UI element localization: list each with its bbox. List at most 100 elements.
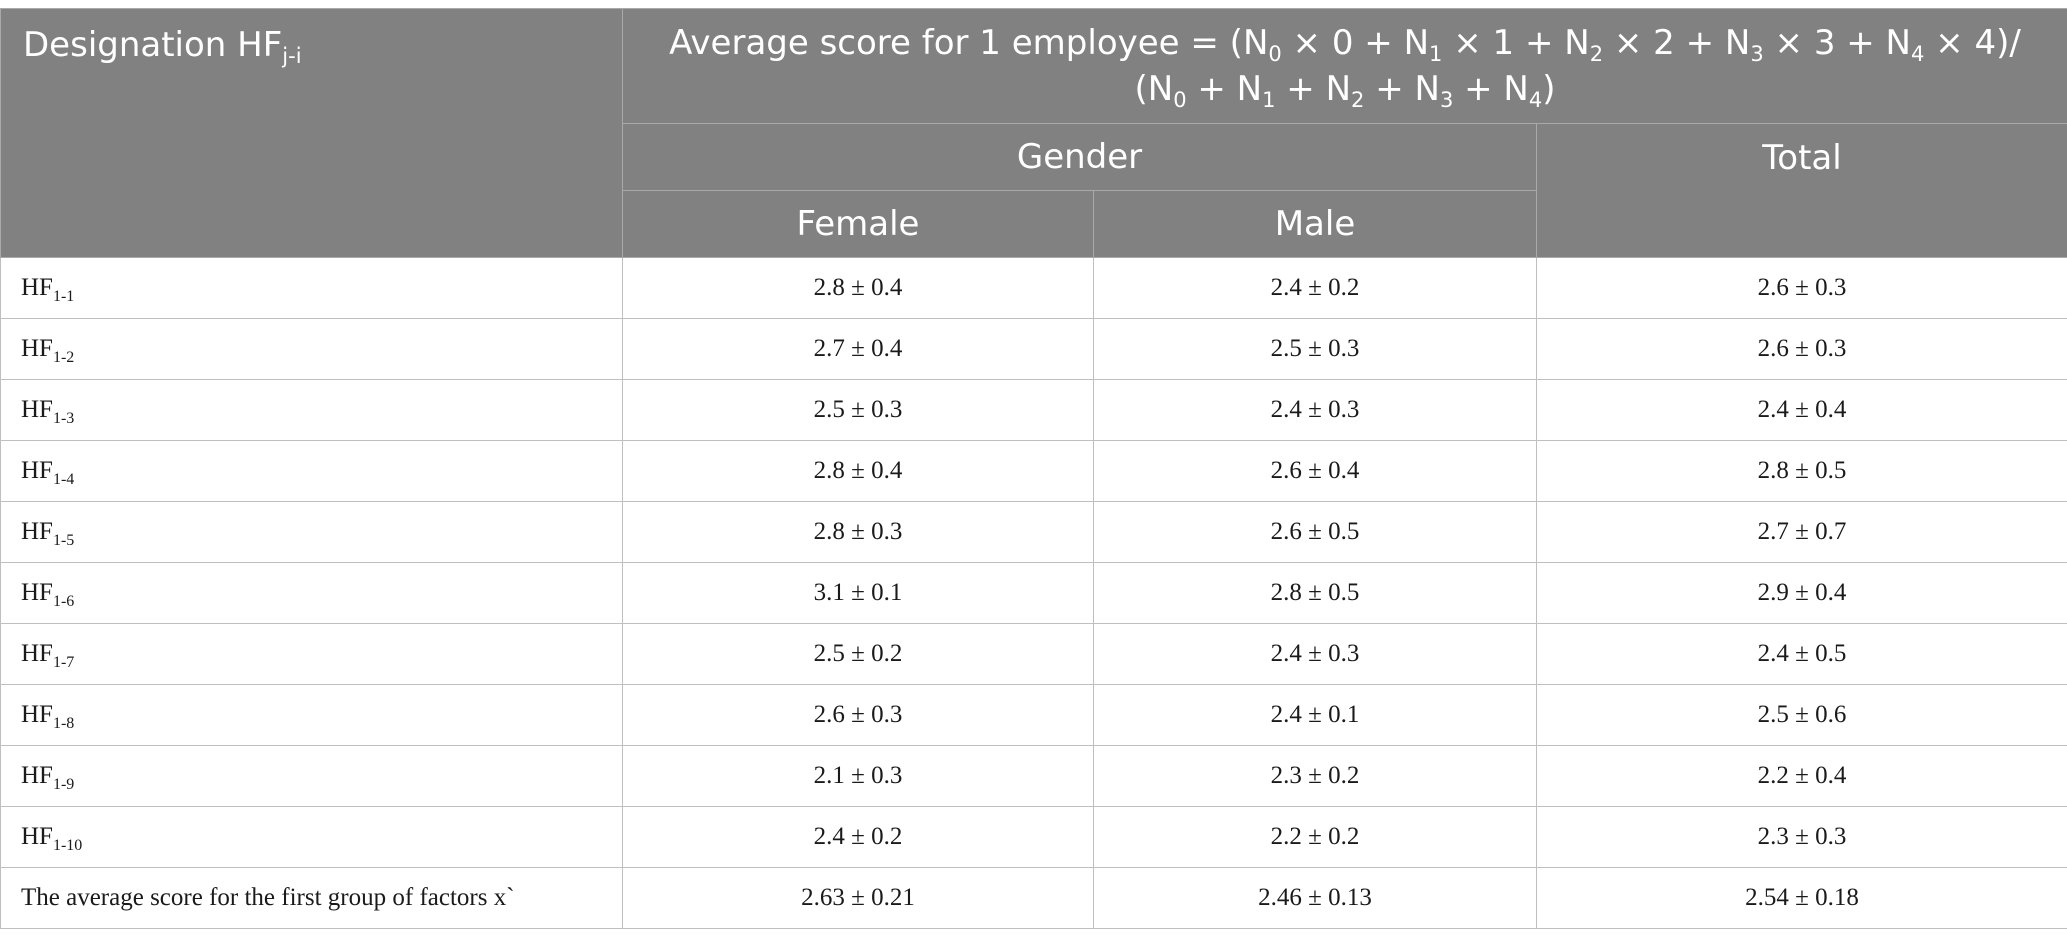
female-cell: 2.7 ± 0.4 bbox=[622, 318, 1094, 380]
table-row: HF1-7 2.5 ± 0.2 2.4 ± 0.3 2.4 ± 0.5 bbox=[0, 623, 2067, 685]
male-cell: 2.4 ± 0.1 bbox=[1093, 684, 1537, 746]
table-row: HF1-1 2.8 ± 0.4 2.4 ± 0.2 2.6 ± 0.3 bbox=[0, 257, 2067, 319]
table-row: HF1-4 2.8 ± 0.4 2.6 ± 0.4 2.8 ± 0.5 bbox=[0, 440, 2067, 502]
row-designation: HF1-2 bbox=[0, 318, 623, 380]
formula-text: Average score for 1 employee = (N bbox=[669, 23, 1269, 63]
row-subscript: 1-8 bbox=[52, 715, 75, 732]
row-label: HF bbox=[21, 823, 53, 850]
formula-text: × 2 + N bbox=[1603, 23, 1751, 63]
formula-header: Average score for 1 employee = (N0 × 0 +… bbox=[621, 8, 2067, 124]
formula-text: ) bbox=[1542, 69, 1556, 109]
formula-text: × 1 + N bbox=[1442, 23, 1590, 63]
formula-subscript: 0 bbox=[1173, 88, 1187, 112]
row-subscript: 1-3 bbox=[52, 410, 75, 427]
table-body: HF1-1 2.8 ± 0.4 2.4 ± 0.2 2.6 ± 0.3 HF1-… bbox=[0, 257, 2067, 929]
row-designation: HF1-4 bbox=[0, 440, 623, 502]
total-cell: 2.9 ± 0.4 bbox=[1535, 562, 2067, 624]
formula-line-2: (N0 + N1 + N2 + N3 + N4) bbox=[623, 68, 2067, 114]
row-designation: HF1-10 bbox=[0, 806, 623, 868]
table-row: HF1-8 2.6 ± 0.3 2.4 ± 0.1 2.5 ± 0.6 bbox=[0, 684, 2067, 746]
total-cell: 2.4 ± 0.5 bbox=[1535, 623, 2067, 685]
row-label: HF bbox=[21, 640, 53, 667]
table-row: HF1-6 3.1 ± 0.1 2.8 ± 0.5 2.9 ± 0.4 bbox=[0, 562, 2067, 624]
total-cell: 2.2 ± 0.4 bbox=[1535, 745, 2067, 807]
summary-male-cell: 2.46 ± 0.13 bbox=[1093, 867, 1537, 929]
row-designation: HF1-3 bbox=[0, 379, 623, 441]
male-header: Male bbox=[1093, 190, 1537, 258]
female-cell: 2.8 ± 0.3 bbox=[622, 501, 1094, 563]
row-label: HF bbox=[21, 579, 53, 606]
formula-text: × 4)/ bbox=[1924, 23, 2021, 63]
male-cell: 2.6 ± 0.5 bbox=[1093, 501, 1537, 563]
designation-header: Designation HFj-i bbox=[0, 8, 623, 258]
gender-header: Gender bbox=[622, 123, 1537, 191]
table-row: HF1-9 2.1 ± 0.3 2.3 ± 0.2 2.2 ± 0.4 bbox=[0, 745, 2067, 807]
table-row: HF1-3 2.5 ± 0.3 2.4 ± 0.3 2.4 ± 0.4 bbox=[0, 379, 2067, 441]
row-subscript: 1-1 bbox=[52, 288, 75, 305]
formula-subscript: 4 bbox=[1911, 42, 1925, 66]
formula-subscript: 4 bbox=[1528, 88, 1543, 112]
formula-subscript: 2 bbox=[1589, 42, 1604, 66]
row-subscript: 1-2 bbox=[52, 349, 75, 366]
formula-text: + N bbox=[1186, 69, 1263, 109]
row-label: HF bbox=[21, 762, 53, 789]
female-cell: 3.1 ± 0.1 bbox=[622, 562, 1094, 624]
formula-subscript: 2 bbox=[1351, 88, 1365, 112]
table-row: HF1-2 2.7 ± 0.4 2.5 ± 0.3 2.6 ± 0.3 bbox=[0, 318, 2067, 380]
summary-female-cell: 2.63 ± 0.21 bbox=[622, 867, 1094, 929]
summary-total-cell: 2.54 ± 0.18 bbox=[1535, 867, 2067, 929]
row-designation: HF1-9 bbox=[0, 745, 623, 807]
total-cell: 2.8 ± 0.5 bbox=[1535, 440, 2067, 502]
female-cell: 2.5 ± 0.2 bbox=[622, 623, 1094, 685]
row-label: HF bbox=[21, 701, 53, 728]
total-cell: 2.6 ± 0.3 bbox=[1535, 257, 2067, 319]
male-cell: 2.6 ± 0.4 bbox=[1093, 440, 1537, 502]
female-cell: 2.8 ± 0.4 bbox=[622, 440, 1094, 502]
female-cell: 2.6 ± 0.3 bbox=[622, 684, 1094, 746]
formula-subscript: 0 bbox=[1268, 42, 1282, 66]
total-cell: 2.4 ± 0.4 bbox=[1535, 379, 2067, 441]
row-designation: HF1-8 bbox=[0, 684, 623, 746]
female-cell: 2.4 ± 0.2 bbox=[622, 806, 1094, 868]
total-header: Total bbox=[1535, 123, 2067, 258]
row-subscript: 1-6 bbox=[52, 593, 75, 610]
row-designation: HF1-5 bbox=[0, 501, 623, 563]
formula-text: × 3 + N bbox=[1763, 23, 1911, 63]
row-subscript: 1-4 bbox=[52, 471, 75, 488]
male-cell: 2.4 ± 0.2 bbox=[1093, 257, 1537, 319]
formula-subscript: 3 bbox=[1750, 42, 1764, 66]
total-cell: 2.5 ± 0.6 bbox=[1535, 684, 2067, 746]
formula-text: + N bbox=[1453, 69, 1529, 109]
row-subscript: 1-9 bbox=[52, 776, 75, 793]
row-designation: HF1-7 bbox=[0, 623, 623, 685]
male-cell: 2.3 ± 0.2 bbox=[1093, 745, 1537, 807]
row-subscript: 1-7 bbox=[52, 654, 75, 671]
male-cell: 2.5 ± 0.3 bbox=[1093, 318, 1537, 380]
male-cell: 2.4 ± 0.3 bbox=[1093, 379, 1537, 441]
row-designation: HF1-1 bbox=[0, 257, 623, 319]
table-header: Designation HFj-i Average score for 1 em… bbox=[0, 8, 2067, 258]
female-cell: 2.5 ± 0.3 bbox=[622, 379, 1094, 441]
male-cell: 2.8 ± 0.5 bbox=[1093, 562, 1537, 624]
total-cell: 2.7 ± 0.7 bbox=[1535, 501, 2067, 563]
row-label: HF bbox=[21, 335, 53, 362]
row-designation: HF1-6 bbox=[0, 562, 623, 624]
row-subscript: 1-5 bbox=[52, 532, 75, 549]
formula-subscript: 3 bbox=[1439, 88, 1454, 112]
summary-row: The average score for the first group of… bbox=[0, 867, 2067, 929]
table-row: HF1-10 2.4 ± 0.2 2.2 ± 0.2 2.3 ± 0.3 bbox=[0, 806, 2067, 868]
formula-text: + N bbox=[1364, 69, 1440, 109]
female-cell: 2.8 ± 0.4 bbox=[622, 257, 1094, 319]
row-label: HF bbox=[21, 274, 53, 301]
designation-label: Designation HF bbox=[23, 25, 283, 65]
row-label: HF bbox=[21, 457, 53, 484]
table-container: Designation HFj-i Average score for 1 em… bbox=[0, 8, 2067, 929]
formula-subscript: 1 bbox=[1262, 88, 1276, 112]
male-cell: 2.4 ± 0.3 bbox=[1093, 623, 1537, 685]
formula-subscript: 1 bbox=[1429, 42, 1443, 66]
formula-text: × 0 + N bbox=[1281, 23, 1430, 63]
formula-text: + N bbox=[1275, 69, 1352, 109]
formula-line-1: Average score for 1 employee = (N0 × 0 +… bbox=[623, 22, 2067, 68]
row-subscript: 1-10 bbox=[52, 837, 83, 854]
female-cell: 2.1 ± 0.3 bbox=[622, 745, 1094, 807]
